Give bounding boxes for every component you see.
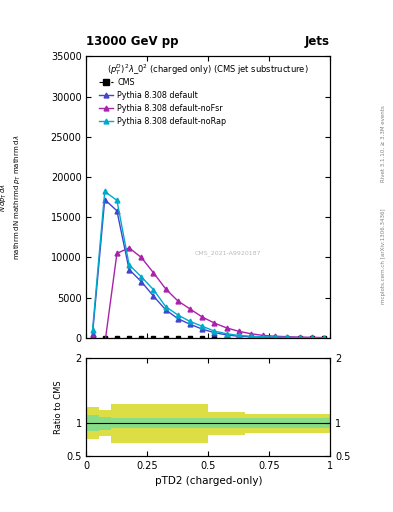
Pythia 8.308 default <box>175 315 180 322</box>
Pythia 8.308 default-noRap <box>224 331 229 337</box>
Pythia 8.308 default-noRap <box>212 328 217 334</box>
Text: $(p_T^D)^2\lambda\_0^2$ (charged only) (CMS jet substructure): $(p_T^D)^2\lambda\_0^2$ (charged only) (… <box>107 62 309 77</box>
Pythia 8.308 default-noFsr <box>102 342 107 348</box>
Line: Pythia 8.308 default: Pythia 8.308 default <box>90 197 327 340</box>
Pythia 8.308 default-noFsr <box>249 331 253 337</box>
Pythia 8.308 default-noFsr <box>310 334 314 340</box>
CMS <box>261 335 266 341</box>
Pythia 8.308 default-noRap <box>115 197 119 203</box>
Pythia 8.308 default-noFsr <box>127 245 132 251</box>
Pythia 8.308 default-noRap <box>285 334 290 340</box>
Pythia 8.308 default-noFsr <box>237 328 241 334</box>
CMS <box>237 335 241 341</box>
Pythia 8.308 default-noRap <box>127 262 132 268</box>
Pythia 8.308 default-noRap <box>237 332 241 338</box>
CMS <box>200 335 205 341</box>
Pythia 8.308 default <box>322 335 327 341</box>
Pythia 8.308 default-noRap <box>322 335 327 341</box>
Pythia 8.308 default <box>127 266 132 272</box>
Pythia 8.308 default-noFsr <box>322 334 327 340</box>
CMS <box>212 335 217 341</box>
Pythia 8.308 default-noFsr <box>212 320 217 326</box>
Pythia 8.308 default <box>249 334 253 340</box>
Pythia 8.308 default-noFsr <box>163 286 168 292</box>
Line: Pythia 8.308 default-noFsr: Pythia 8.308 default-noFsr <box>90 245 327 347</box>
Pythia 8.308 default <box>273 334 278 340</box>
X-axis label: pTD2 (charged-only): pTD2 (charged-only) <box>154 476 262 486</box>
Pythia 8.308 default <box>102 197 107 203</box>
Pythia 8.308 default-noFsr <box>298 334 302 340</box>
Y-axis label: $\frac{1}{N}\frac{dN}{dp_T\,d\lambda}$: $\frac{1}{N}\frac{dN}{dp_T\,d\lambda}$ <box>0 182 9 212</box>
Pythia 8.308 default <box>188 321 193 327</box>
CMS <box>139 335 144 341</box>
Pythia 8.308 default <box>151 293 156 299</box>
CMS <box>102 335 107 341</box>
CMS <box>322 335 327 341</box>
Pythia 8.308 default-noFsr <box>188 306 193 312</box>
Pythia 8.308 default-noFsr <box>273 333 278 339</box>
Text: Jets: Jets <box>305 35 330 48</box>
CMS <box>188 335 193 341</box>
CMS <box>298 335 302 341</box>
Pythia 8.308 default-noFsr <box>90 334 95 340</box>
CMS <box>163 335 168 341</box>
Pythia 8.308 default-noRap <box>261 334 266 340</box>
Text: $\mathrm{mathrm\,d\,N}\;\mathrm{mathrm\,d\,}p_T\;\mathrm{mathrm\,d\,}\lambda$: $\mathrm{mathrm\,d\,N}\;\mathrm{mathrm\,… <box>13 134 23 260</box>
Pythia 8.308 default <box>261 334 266 340</box>
Pythia 8.308 default-noRap <box>298 334 302 340</box>
Pythia 8.308 default-noRap <box>310 335 314 341</box>
CMS <box>249 335 253 341</box>
Pythia 8.308 default-noFsr <box>285 334 290 340</box>
Pythia 8.308 default <box>298 335 302 341</box>
Pythia 8.308 default <box>237 333 241 339</box>
Line: Pythia 8.308 default-noRap: Pythia 8.308 default-noRap <box>90 189 327 340</box>
CMS <box>273 335 278 341</box>
Text: 13000 GeV pp: 13000 GeV pp <box>86 35 179 48</box>
CMS <box>285 335 290 341</box>
Pythia 8.308 default-noFsr <box>175 298 180 304</box>
Pythia 8.308 default-noRap <box>273 334 278 340</box>
Pythia 8.308 default-noFsr <box>115 250 119 257</box>
Pythia 8.308 default-noRap <box>163 304 168 310</box>
Pythia 8.308 default <box>163 307 168 313</box>
Pythia 8.308 default <box>139 279 144 285</box>
Pythia 8.308 default-noFsr <box>224 325 229 331</box>
Pythia 8.308 default-noRap <box>102 188 107 195</box>
CMS <box>90 335 95 341</box>
CMS <box>151 335 156 341</box>
Pythia 8.308 default-noRap <box>200 323 205 329</box>
CMS <box>127 335 132 341</box>
Legend: CMS, Pythia 8.308 default, Pythia 8.308 default-noFsr, Pythia 8.308 default-noRa: CMS, Pythia 8.308 default, Pythia 8.308 … <box>95 74 230 129</box>
Pythia 8.308 default <box>285 334 290 340</box>
CMS <box>310 335 314 341</box>
Pythia 8.308 default-noFsr <box>139 254 144 261</box>
Pythia 8.308 default-noRap <box>249 333 253 339</box>
Pythia 8.308 default-noRap <box>90 327 95 333</box>
Pythia 8.308 default <box>224 332 229 338</box>
Text: CMS_2021-A9920187: CMS_2021-A9920187 <box>195 250 261 257</box>
Text: Rivet 3.1.10, ≥ 3.3M events: Rivet 3.1.10, ≥ 3.3M events <box>381 105 386 182</box>
Text: mcplots.cern.ch [arXiv:1306.3436]: mcplots.cern.ch [arXiv:1306.3436] <box>381 208 386 304</box>
Pythia 8.308 default <box>212 330 217 336</box>
Pythia 8.308 default <box>115 208 119 214</box>
Pythia 8.308 default-noRap <box>139 274 144 280</box>
CMS <box>175 335 180 341</box>
Line: CMS: CMS <box>90 335 327 340</box>
CMS <box>224 335 229 341</box>
Pythia 8.308 default-noFsr <box>261 332 266 338</box>
Pythia 8.308 default-noFsr <box>151 270 156 276</box>
CMS <box>115 335 119 341</box>
Pythia 8.308 default <box>310 335 314 341</box>
Pythia 8.308 default <box>200 326 205 332</box>
Pythia 8.308 default <box>90 331 95 337</box>
Pythia 8.308 default-noRap <box>188 318 193 325</box>
Pythia 8.308 default-noRap <box>175 312 180 318</box>
Pythia 8.308 default-noRap <box>151 287 156 293</box>
Y-axis label: Ratio to CMS: Ratio to CMS <box>55 380 63 434</box>
Pythia 8.308 default-noFsr <box>200 314 205 320</box>
